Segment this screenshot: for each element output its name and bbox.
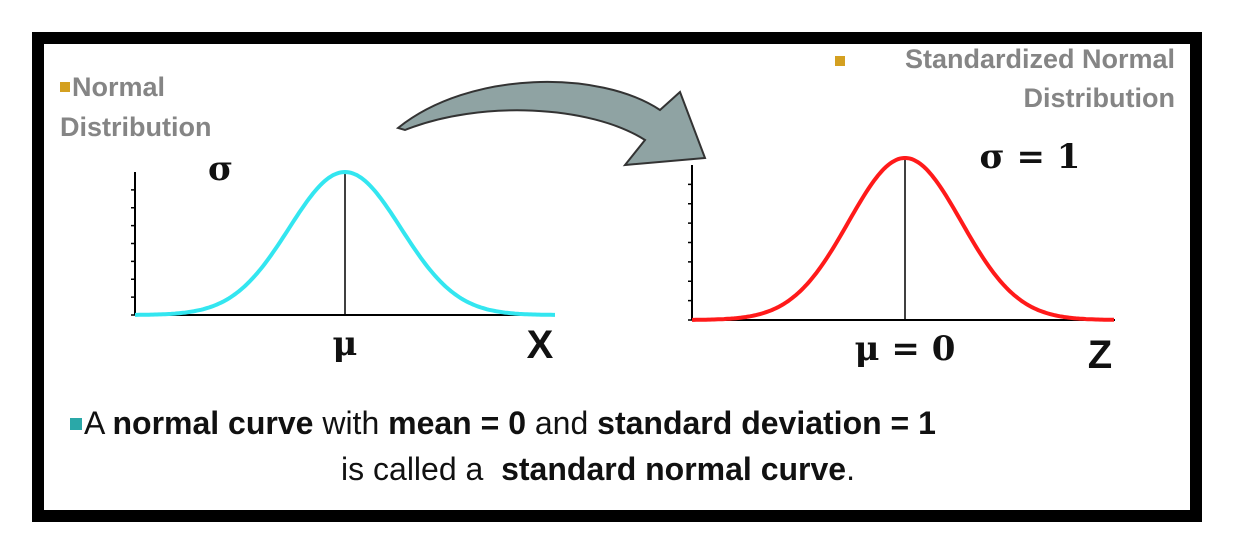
right-label: Distribution bbox=[1024, 83, 1175, 113]
caption-segment: A bbox=[84, 405, 112, 441]
caption-segment: is called a bbox=[341, 451, 501, 487]
caption-segment: mean = 0 bbox=[388, 405, 526, 441]
axis-label: Z bbox=[1088, 333, 1112, 377]
caption-segment: with bbox=[313, 405, 388, 441]
mean-label: μ bbox=[333, 324, 358, 364]
curve bbox=[135, 169, 555, 317]
caption-segment: standard normal curve bbox=[501, 451, 846, 487]
curve bbox=[692, 156, 1114, 322]
right-label: Standardized Normal bbox=[905, 44, 1175, 74]
left-label: Normal bbox=[72, 72, 165, 102]
caption-segment: normal curve bbox=[112, 405, 313, 441]
left-label: Distribution bbox=[60, 112, 211, 142]
caption-line: is called a standard normal curve. bbox=[341, 451, 855, 487]
bullet bbox=[60, 82, 70, 92]
bullet bbox=[70, 418, 82, 430]
bullet bbox=[835, 56, 845, 66]
caption-line: A normal curve with mean = 0 and standar… bbox=[84, 405, 936, 441]
sigma-label: σ bbox=[208, 149, 233, 189]
mean-label: μ = 0 bbox=[855, 329, 956, 369]
plots bbox=[131, 156, 1115, 322]
caption-segment: and bbox=[526, 405, 597, 441]
axis-label: X bbox=[527, 323, 554, 367]
sigma-label: σ = 1 bbox=[980, 137, 1081, 177]
caption-segment: . bbox=[846, 451, 855, 487]
caption-segment: standard deviation = 1 bbox=[597, 405, 936, 441]
arrow bbox=[395, 80, 707, 167]
